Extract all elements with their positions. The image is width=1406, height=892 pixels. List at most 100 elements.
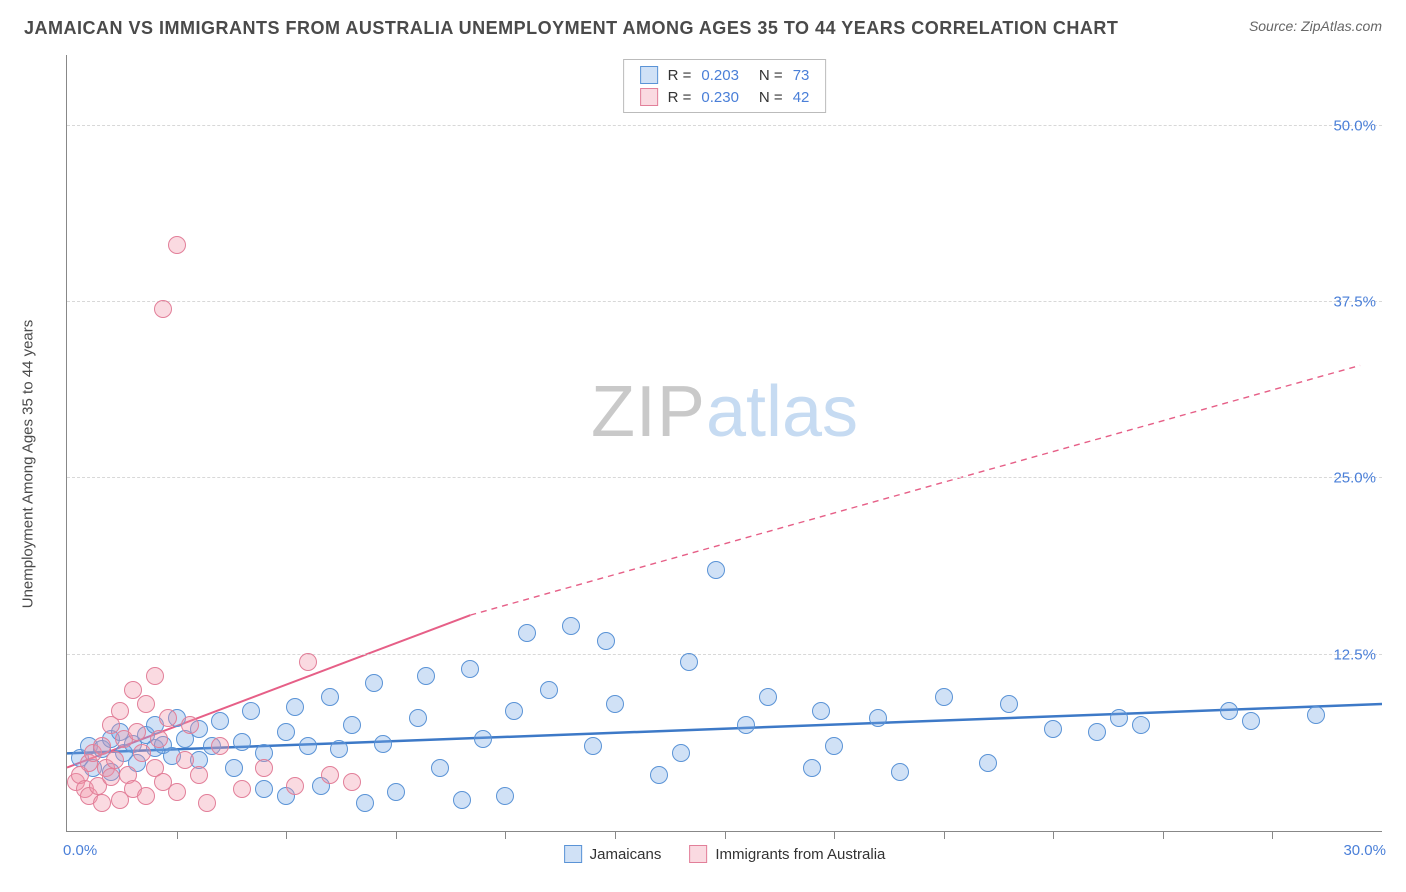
stat-label-n: N =	[759, 89, 783, 106]
x-tick	[1272, 831, 1273, 839]
scatter-point-jamaicans	[277, 723, 295, 741]
gridline-h	[67, 654, 1382, 655]
legend-label-jamaicans: Jamaicans	[590, 846, 662, 863]
scatter-point-jamaicans	[365, 674, 383, 692]
scatter-point-jamaicans	[825, 737, 843, 755]
scatter-point-jamaicans	[431, 759, 449, 777]
x-tick	[505, 831, 506, 839]
scatter-point-aus	[233, 780, 251, 798]
legend-item-aus: Immigrants from Australia	[689, 845, 885, 863]
x-axis-origin-label: 0.0%	[63, 842, 97, 859]
scatter-point-aus	[137, 695, 155, 713]
scatter-point-jamaicans	[242, 702, 260, 720]
stat-n-value-jamaicans: 73	[793, 67, 810, 84]
scatter-point-aus	[146, 667, 164, 685]
x-tick	[1053, 831, 1054, 839]
swatch-jamaicans	[564, 845, 582, 863]
scatter-point-aus	[111, 702, 129, 720]
scatter-point-aus	[286, 777, 304, 795]
chart-header: JAMAICAN VS IMMIGRANTS FROM AUSTRALIA UN…	[0, 0, 1406, 39]
scatter-point-jamaicans	[461, 660, 479, 678]
scatter-point-jamaicans	[356, 794, 374, 812]
stats-legend-row-jamaicans: R = 0.203 N = 73	[624, 64, 826, 86]
y-tick-label: 25.0%	[1325, 470, 1376, 487]
scatter-point-jamaicans	[737, 716, 755, 734]
scatter-point-jamaicans	[891, 763, 909, 781]
chart-container: Unemployment Among Ages 35 to 44 years Z…	[48, 55, 1382, 872]
scatter-point-jamaicans	[374, 735, 392, 753]
scatter-point-aus	[321, 766, 339, 784]
scatter-point-aus	[198, 794, 216, 812]
scatter-point-jamaicans	[540, 681, 558, 699]
y-tick-label: 37.5%	[1325, 293, 1376, 310]
stat-n-value-aus: 42	[793, 89, 810, 106]
scatter-point-aus	[211, 737, 229, 755]
scatter-point-jamaicans	[680, 653, 698, 671]
scatter-point-jamaicans	[330, 740, 348, 758]
legend-label-aus: Immigrants from Australia	[715, 846, 885, 863]
scatter-point-jamaicans	[1220, 702, 1238, 720]
scatter-point-aus	[168, 236, 186, 254]
scatter-point-aus	[154, 300, 172, 318]
scatter-point-jamaicans	[233, 733, 251, 751]
scatter-point-jamaicans	[1110, 709, 1128, 727]
stat-label-n: N =	[759, 67, 783, 84]
source-link[interactable]: ZipAtlas.com	[1301, 18, 1382, 34]
stat-label-r: R =	[668, 67, 692, 84]
scatter-plot-area: ZIPatlas R = 0.203 N = 73 R = 0.230 N = …	[66, 55, 1382, 832]
scatter-point-jamaicans	[1088, 723, 1106, 741]
scatter-point-jamaicans	[518, 624, 536, 642]
gridline-h	[67, 125, 1382, 126]
scatter-point-jamaicans	[707, 561, 725, 579]
scatter-point-jamaicans	[321, 688, 339, 706]
scatter-point-aus	[255, 759, 273, 777]
source-prefix: Source:	[1249, 18, 1301, 34]
swatch-jamaicans	[640, 66, 658, 84]
watermark-atlas: atlas	[706, 372, 858, 452]
scatter-point-aus	[181, 716, 199, 734]
x-tick	[286, 831, 287, 839]
scatter-point-aus	[102, 768, 120, 786]
trend-lines-layer	[67, 55, 1382, 831]
scatter-point-aus	[137, 787, 155, 805]
x-tick	[177, 831, 178, 839]
gridline-h	[67, 301, 1382, 302]
scatter-point-jamaicans	[496, 787, 514, 805]
stats-legend-row-aus: R = 0.230 N = 42	[624, 86, 826, 108]
scatter-point-jamaicans	[650, 766, 668, 784]
scatter-point-jamaicans	[935, 688, 953, 706]
scatter-point-jamaicans	[474, 730, 492, 748]
scatter-point-aus	[159, 709, 177, 727]
scatter-point-jamaicans	[505, 702, 523, 720]
scatter-point-aus	[299, 653, 317, 671]
scatter-point-jamaicans	[299, 737, 317, 755]
x-tick	[834, 831, 835, 839]
scatter-point-aus	[150, 730, 168, 748]
y-tick-label: 50.0%	[1325, 117, 1376, 134]
scatter-point-jamaicans	[387, 783, 405, 801]
scatter-point-jamaicans	[211, 712, 229, 730]
scatter-point-jamaicans	[606, 695, 624, 713]
swatch-aus	[689, 845, 707, 863]
stats-legend: R = 0.203 N = 73 R = 0.230 N = 42	[623, 59, 827, 113]
stat-r-value-aus: 0.230	[701, 89, 739, 106]
x-tick	[725, 831, 726, 839]
source-attribution: Source: ZipAtlas.com	[1249, 18, 1382, 34]
scatter-point-aus	[190, 766, 208, 784]
chart-title: JAMAICAN VS IMMIGRANTS FROM AUSTRALIA UN…	[24, 18, 1118, 39]
scatter-point-jamaicans	[597, 632, 615, 650]
scatter-point-aus	[343, 773, 361, 791]
x-tick	[396, 831, 397, 839]
stat-r-value-jamaicans: 0.203	[701, 67, 739, 84]
scatter-point-jamaicans	[584, 737, 602, 755]
scatter-point-jamaicans	[286, 698, 304, 716]
watermark: ZIPatlas	[591, 371, 858, 453]
scatter-point-jamaicans	[869, 709, 887, 727]
legend-item-jamaicans: Jamaicans	[564, 845, 662, 863]
scatter-point-jamaicans	[979, 754, 997, 772]
x-tick	[944, 831, 945, 839]
scatter-point-jamaicans	[759, 688, 777, 706]
x-axis-max-label: 30.0%	[1343, 842, 1386, 859]
gridline-h	[67, 477, 1382, 478]
x-tick	[615, 831, 616, 839]
